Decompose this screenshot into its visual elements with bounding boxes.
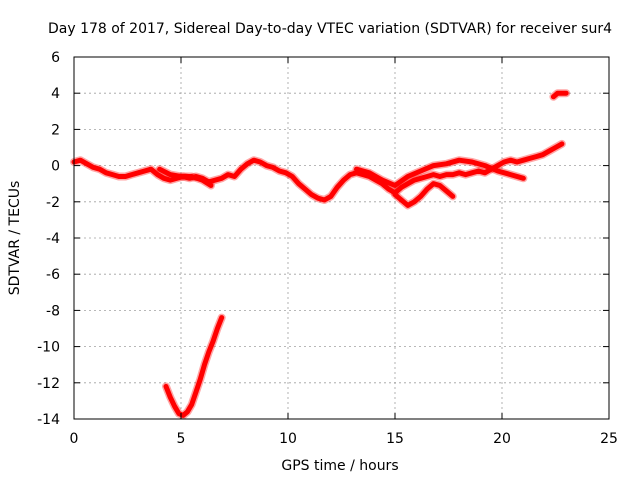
tick-layer: 0 5 10 15 20 25 -14 -12 -10 -8 -6 -4 -2 0 2 4 6 bbox=[37, 50, 618, 447]
y-tick-label: -14 bbox=[37, 412, 60, 428]
x-tick-label: 0 bbox=[70, 431, 79, 447]
x-tick-label: 20 bbox=[493, 431, 511, 447]
series-late-segment bbox=[550, 90, 569, 100]
y-tick-label: -4 bbox=[46, 231, 60, 247]
y-axis-label: SDTVAR / TECUs bbox=[7, 181, 23, 296]
y-tick-label: 4 bbox=[51, 86, 60, 102]
y-tick-label: -2 bbox=[46, 195, 60, 211]
y-tick-label: -10 bbox=[37, 340, 60, 356]
x-axis-label: GPS time / hours bbox=[281, 458, 398, 474]
series-layer bbox=[70, 89, 571, 420]
grid-layer bbox=[74, 57, 609, 419]
chart-title: Day 178 of 2017, Sidereal Day-to-day VTE… bbox=[48, 21, 612, 37]
y-tick-label: 0 bbox=[51, 159, 60, 175]
y-tick-label: -8 bbox=[46, 303, 60, 319]
series-upper-arc bbox=[354, 157, 526, 188]
x-tick-label: 15 bbox=[386, 431, 404, 447]
y-tick-label: -12 bbox=[37, 376, 60, 392]
series-lower-dip bbox=[392, 181, 456, 208]
series-main-band bbox=[71, 141, 565, 203]
series-short-spike bbox=[157, 166, 214, 188]
x-tick-label: 25 bbox=[600, 431, 618, 447]
series-deep-dip bbox=[163, 315, 225, 418]
x-tick-label: 10 bbox=[279, 431, 297, 447]
y-tick-label: 2 bbox=[51, 122, 60, 138]
x-tick-label: 5 bbox=[177, 431, 186, 447]
y-tick-label: 6 bbox=[51, 50, 60, 66]
y-tick-label: -6 bbox=[46, 267, 60, 283]
